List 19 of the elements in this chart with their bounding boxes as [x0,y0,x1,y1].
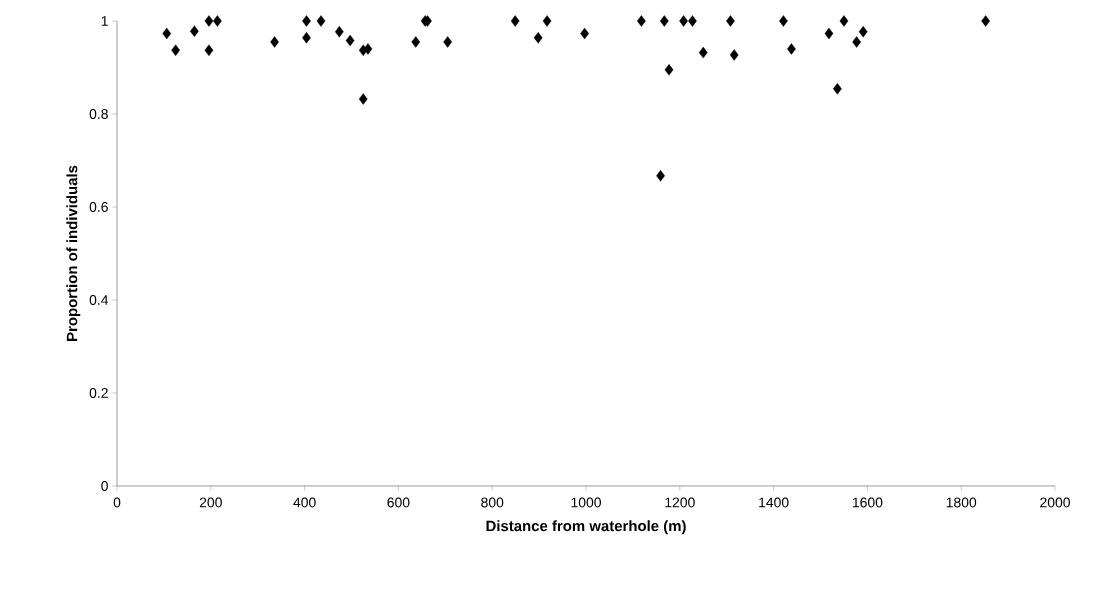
x-tick-label: 1000 [571,497,601,508]
y-tick-label: 0 [101,481,108,491]
x-tick-label: 1800 [946,497,977,508]
y-tick-label: 0.4 [89,295,109,305]
y-tick-label: 0.8 [89,109,108,119]
y-tick-label: 0.6 [89,202,108,212]
x-tick-label: 600 [387,497,410,508]
y-axis-title: Proportion of individuals [66,165,81,341]
x-tick-label: 2000 [1040,497,1070,508]
x-tick-label: 1600 [852,497,883,508]
x-tick-label: 1400 [759,497,789,508]
x-tick-label: 800 [481,497,504,508]
y-tick-label: 1 [101,16,108,26]
x-tick-label: 0 [113,497,121,508]
x-axis-title: Distance from waterhole (m) [486,520,686,535]
y-tick-label: 0.2 [89,388,108,398]
x-tick-label: 1200 [665,497,695,508]
x-tick-label: 200 [199,497,222,508]
x-tick-label: 400 [293,497,316,508]
